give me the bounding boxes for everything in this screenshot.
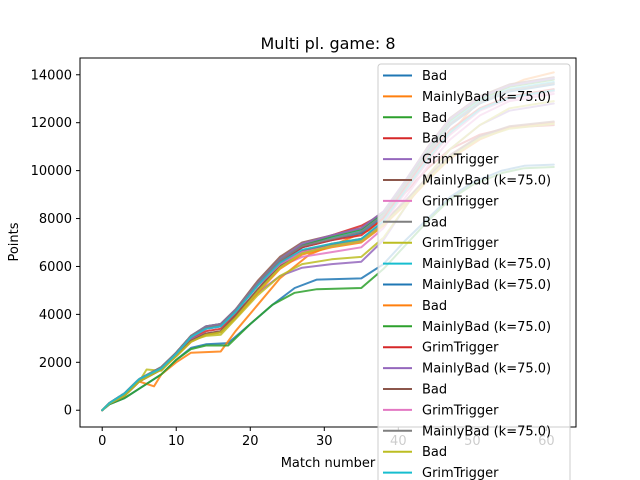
legend: Bad MainlyBad (k=75.0) Bad Bad GrimTrigger Ma… <box>377 63 571 480</box>
y-tick-label: 8000 <box>39 212 72 227</box>
chart-title: Multi pl. game: 8 <box>260 34 395 53</box>
legend-label: MainlyBad (k=75.0) <box>422 278 551 293</box>
legend-label: Bad <box>422 111 447 126</box>
legend-label: GrimTrigger <box>422 236 499 251</box>
y-axis-ticks: 0 2000 4000 6000 8000 10000 12000 14000 <box>31 68 80 419</box>
plot-area-frame <box>79 57 577 428</box>
y-axis-label: Points <box>7 222 22 261</box>
legend-label: Bad <box>422 299 447 314</box>
legend-label: Bad <box>422 215 447 230</box>
legend-label: MainlyBad (k=75.0) <box>422 90 551 105</box>
y-tick-label: 12000 <box>31 116 72 131</box>
legend-label: MainlyBad (k=75.0) <box>422 320 551 335</box>
y-tick-label: 0 <box>64 404 72 419</box>
x-tick-label: 20 <box>242 434 259 449</box>
legend-label: Bad <box>422 445 447 460</box>
legend-label: GrimTrigger <box>422 194 499 209</box>
y-tick-label: 2000 <box>39 356 72 371</box>
legend-label: Bad <box>422 383 447 398</box>
legend-label: Bad <box>422 69 447 84</box>
y-tick-label: 4000 <box>39 308 72 323</box>
legend-label: GrimTrigger <box>422 341 499 356</box>
x-tick-label: 0 <box>98 434 106 449</box>
y-tick-label: 6000 <box>39 260 72 275</box>
legend-label: GrimTrigger <box>422 403 499 418</box>
legend-label: GrimTrigger <box>422 466 499 480</box>
legend-label: MainlyBad (k=75.0) <box>422 174 551 189</box>
legend-label: MainlyBad (k=75.0) <box>422 362 551 377</box>
legend-label: MainlyBad (k=75.0) <box>422 257 551 272</box>
y-tick-label: 10000 <box>31 164 72 179</box>
legend-label: MainlyBad (k=75.0) <box>422 424 551 439</box>
x-axis-label: Match number <box>281 456 376 471</box>
y-tick-label: 14000 <box>31 68 72 83</box>
x-tick-label: 30 <box>316 434 333 449</box>
legend-box <box>377 63 571 480</box>
legend-label: Bad <box>422 132 447 147</box>
x-tick-label: 10 <box>168 434 185 449</box>
legend-label: GrimTrigger <box>422 153 499 168</box>
